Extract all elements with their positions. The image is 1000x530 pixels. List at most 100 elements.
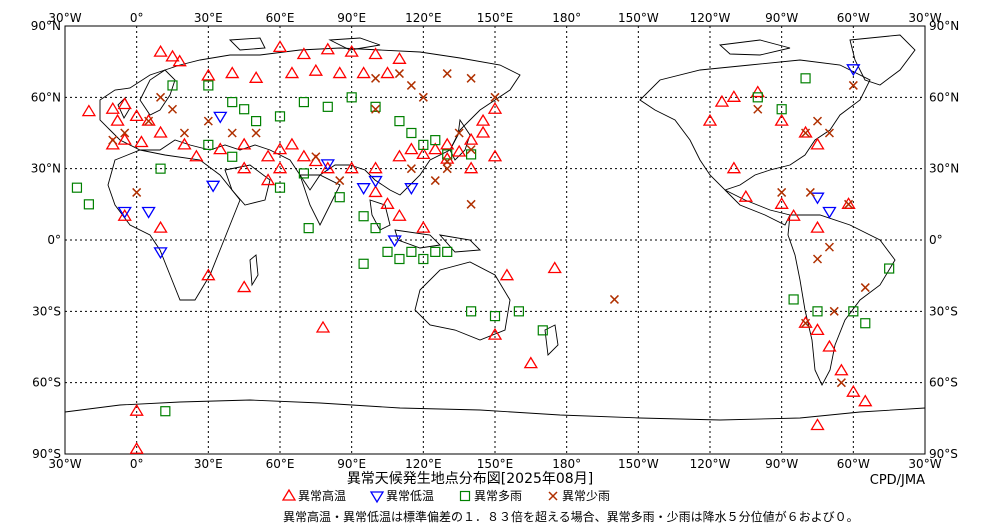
light-rain-marker — [167, 104, 178, 114]
light-rain-marker — [848, 80, 858, 90]
credit-label: CPD/JMA — [870, 473, 925, 488]
high-temp-marker — [463, 132, 479, 145]
heavy-rain-marker — [442, 246, 453, 257]
high-temp-marker — [523, 356, 538, 369]
light-rain-marker — [371, 73, 381, 83]
high-temp-marker — [714, 94, 730, 107]
high-temp-marker — [738, 189, 753, 202]
heavy-rain-marker — [418, 253, 429, 265]
heavy-rain-marker — [752, 92, 763, 103]
high-temp-marker — [774, 113, 789, 126]
legend-symbol-light-rain — [548, 491, 558, 501]
heavy-rain-marker — [812, 306, 823, 317]
heavy-rain-marker — [167, 80, 178, 91]
heavy-rain-marker — [358, 258, 369, 269]
heavy-rain-marker — [430, 246, 441, 257]
low-temp-marker — [822, 206, 837, 219]
longitude-ticks-top: 30°W 0° 30°E 60°E 90°E 120°E 150°E 180° 150°W 120… — [48, 11, 941, 25]
map-title: 異常天候発生地点分布図[2025年08月] — [347, 471, 593, 487]
high-temp-marker — [344, 44, 359, 57]
heavy-rain-marker — [394, 253, 405, 265]
latitude-ticks-right: 90°N 60°N 30°N 0° 30°S 60°S 90°S — [929, 19, 959, 461]
high-temp-marker — [237, 137, 252, 150]
lat-tick-label: 90°N — [929, 19, 959, 33]
high-temp-marker — [452, 144, 467, 157]
light-rain-marker — [203, 116, 213, 126]
lon-tick-label: 30°W — [48, 457, 81, 471]
low-temp-marker — [387, 235, 402, 248]
heavy-rain-marker — [298, 168, 309, 179]
high-temp-marker — [774, 197, 789, 209]
light-rain-marker — [430, 176, 440, 186]
lat-tick-label: 90°N — [31, 19, 61, 33]
low-temp-marker — [141, 206, 156, 219]
high-temp-marker — [822, 339, 837, 352]
high-temp-marker — [487, 327, 503, 340]
legend-label-light-rain: 異常少雨 — [562, 489, 610, 503]
lat-tick-label: 60°N — [929, 90, 959, 104]
light-rain-marker — [805, 187, 815, 197]
high-temp-marker — [487, 149, 503, 162]
heavy-rain-marker — [860, 318, 871, 329]
lat-tick-label: 30°N — [929, 162, 959, 176]
light-rain-marker — [227, 128, 237, 138]
high-temp-marker — [296, 149, 312, 162]
heavy-rain-marker — [303, 223, 314, 234]
high-temp-marker — [380, 197, 395, 209]
lat-tick-label: 30°S — [929, 304, 958, 318]
light-rain-marker — [466, 73, 476, 83]
light-rain-marker — [132, 187, 142, 197]
lon-tick-label: 120°W — [690, 11, 731, 25]
high-temp-marker — [272, 40, 288, 53]
heavy-rain-marker — [406, 246, 417, 257]
high-temp-marker — [117, 97, 132, 110]
lon-tick-label: 30°W — [908, 457, 941, 471]
heavy-rain-marker — [418, 139, 429, 150]
heavy-rain-marker — [370, 223, 381, 234]
high-temp-marker — [392, 208, 407, 221]
lon-tick-label: 90°E — [337, 11, 366, 25]
high-temp-marker — [392, 52, 407, 64]
lon-tick-label: 60°W — [837, 11, 870, 25]
high-temp-marker — [117, 208, 132, 221]
light-rain-marker — [454, 128, 464, 138]
heavy-rain-marker — [71, 182, 83, 193]
heavy-rain-marker — [274, 111, 286, 122]
criteria-note: 異常高温・異常低温は標準偏差の１．８３倍を超える場合、異常多雨・少雨は降水５分位… — [283, 509, 859, 524]
light-rain-marker — [836, 378, 846, 388]
heavy-rain-marker — [489, 310, 501, 322]
high-temp-marker — [248, 71, 264, 83]
lat-tick-label: 30°S — [32, 304, 61, 318]
heavy-rain-marker — [239, 104, 250, 115]
light-rain-marker — [156, 92, 166, 102]
high-temp-marker — [702, 113, 718, 126]
light-rain-marker — [406, 80, 416, 90]
light-rain-marker — [777, 187, 787, 197]
high-temp-marker — [356, 66, 371, 79]
lon-tick-label: 90°W — [765, 457, 798, 471]
high-temp-marker — [499, 268, 515, 281]
lon-tick-label: 180° — [552, 11, 581, 25]
heavy-rain-marker — [160, 406, 171, 417]
light-rain-marker — [753, 104, 763, 114]
high-temp-marker — [177, 137, 192, 150]
lat-tick-label: 30°N — [31, 162, 61, 176]
high-temp-marker — [475, 125, 491, 138]
legend-symbol-high-temp — [281, 488, 297, 501]
legend-label-heavy-rain: 異常多雨 — [474, 489, 522, 503]
high-temp-marker — [380, 66, 395, 79]
light-rain-marker — [801, 128, 811, 138]
high-temp-marker — [225, 66, 240, 79]
high-temp-marker — [547, 261, 562, 274]
anomaly-markers — [71, 40, 895, 454]
heavy-rain-marker — [83, 199, 94, 210]
light-rain-marker — [442, 157, 452, 167]
heavy-rain-marker — [788, 294, 799, 305]
high-temp-marker — [841, 197, 856, 209]
low-temp-marker — [404, 183, 419, 195]
legend-symbol-heavy-rain — [459, 490, 471, 502]
high-temp-marker — [487, 101, 503, 114]
light-rain-marker — [108, 135, 118, 145]
light-rain-marker — [844, 199, 854, 209]
